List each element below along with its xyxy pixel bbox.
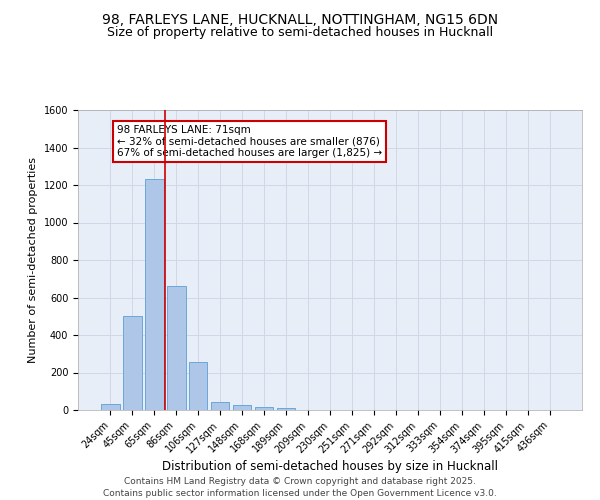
Bar <box>189 362 208 410</box>
Bar <box>123 316 142 410</box>
Bar <box>255 407 274 410</box>
Text: Contains HM Land Registry data © Crown copyright and database right 2025.
Contai: Contains HM Land Registry data © Crown c… <box>103 476 497 498</box>
Text: 98 FARLEYS LANE: 71sqm
← 32% of semi-detached houses are smaller (876)
67% of se: 98 FARLEYS LANE: 71sqm ← 32% of semi-det… <box>117 125 382 158</box>
Bar <box>145 180 164 410</box>
Text: Size of property relative to semi-detached houses in Hucknall: Size of property relative to semi-detach… <box>107 26 493 39</box>
Bar <box>211 402 229 410</box>
Bar <box>167 286 185 410</box>
Bar <box>233 406 251 410</box>
X-axis label: Distribution of semi-detached houses by size in Hucknall: Distribution of semi-detached houses by … <box>162 460 498 473</box>
Y-axis label: Number of semi-detached properties: Number of semi-detached properties <box>28 157 38 363</box>
Bar <box>277 408 295 410</box>
Text: 98, FARLEYS LANE, HUCKNALL, NOTTINGHAM, NG15 6DN: 98, FARLEYS LANE, HUCKNALL, NOTTINGHAM, … <box>102 12 498 26</box>
Bar <box>101 404 119 410</box>
